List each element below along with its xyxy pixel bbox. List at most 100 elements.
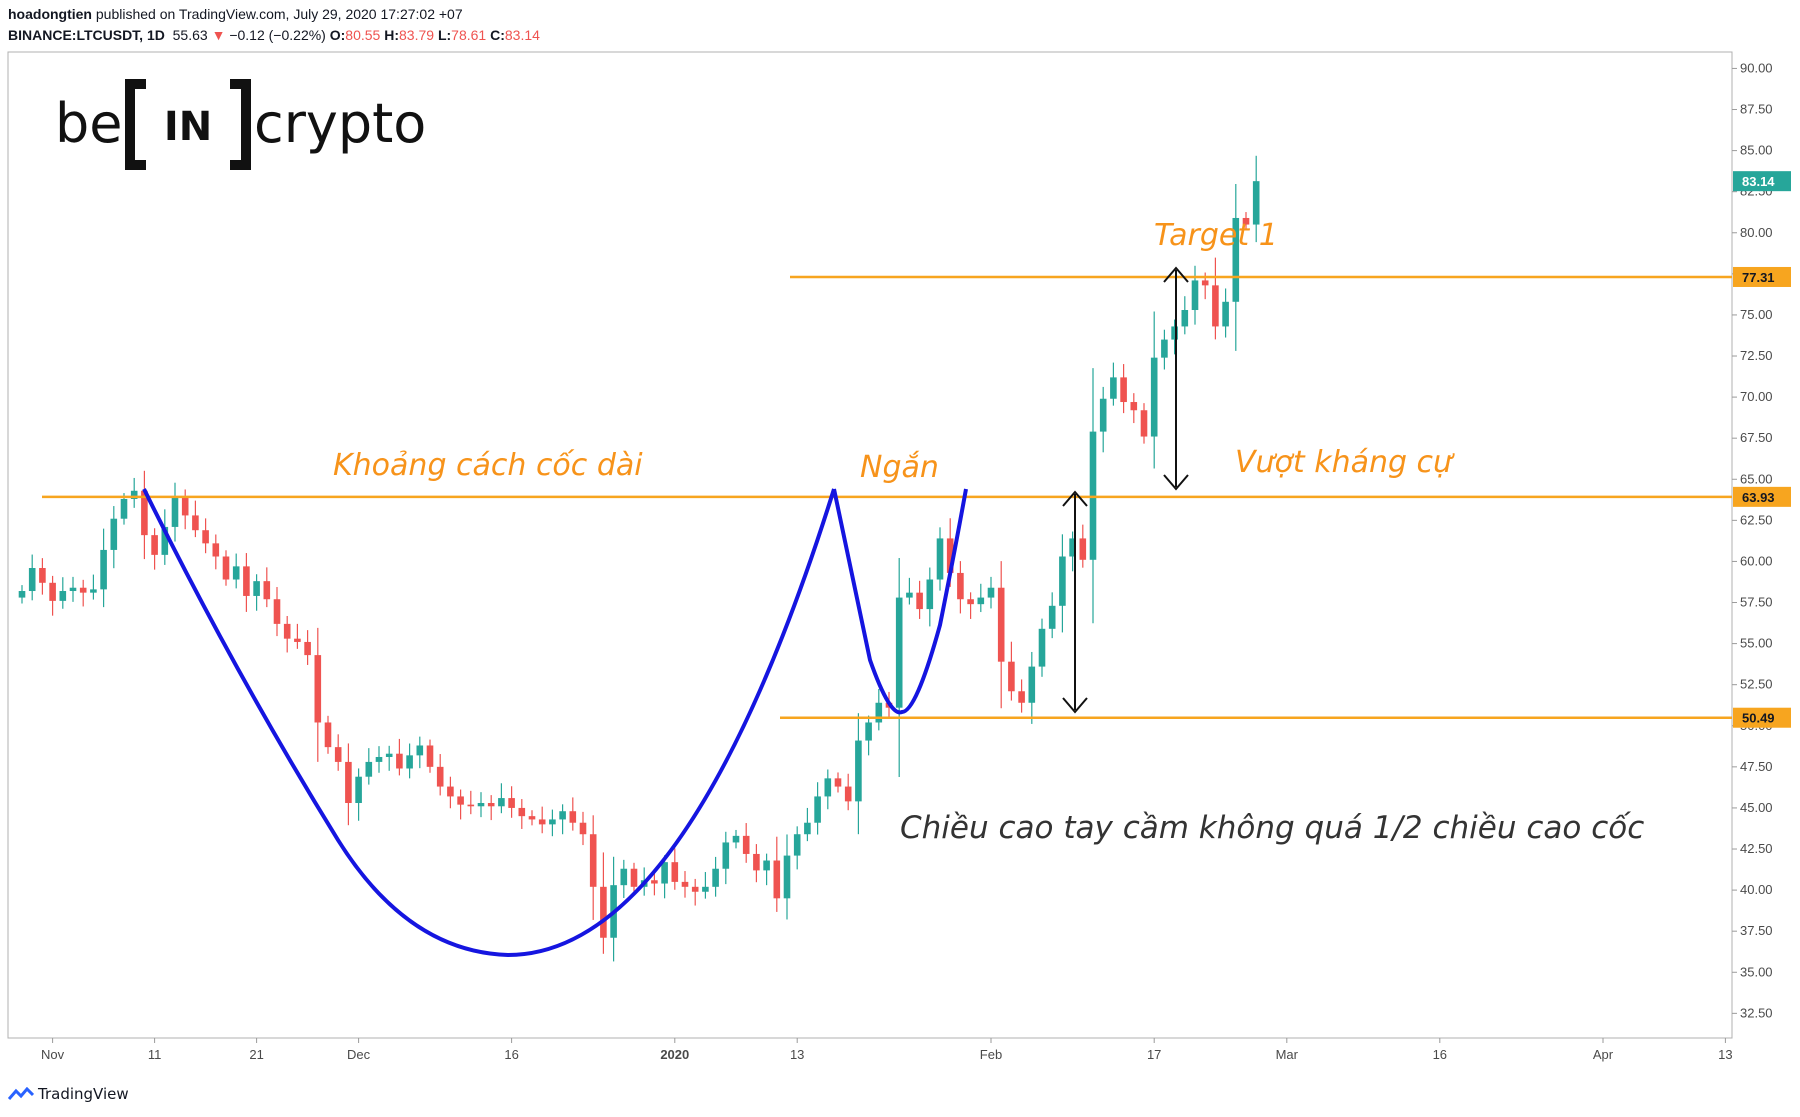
handle-rule-note: Chiều cao tay cầm không quá 1/2 chiều ca… (900, 810, 1644, 846)
price-tick-label: 35.00 (1740, 964, 1773, 979)
price-tick-label: 37.50 (1740, 923, 1773, 938)
time-tick-label: Nov (41, 1047, 65, 1062)
open-value: 80.55 (345, 27, 381, 43)
candle-up (559, 804, 566, 835)
level-price-tag-label: 77.31 (1742, 270, 1775, 285)
price-tick-label: 52.50 (1740, 677, 1773, 692)
candle-down (345, 743, 352, 826)
symbol-label: BINANCE:LTCUSDT, 1D (8, 27, 165, 43)
candle-up (28, 554, 36, 601)
candle-down (49, 575, 56, 616)
candle-up (977, 583, 985, 613)
time-tick-label: 21 (249, 1047, 263, 1062)
plot-frame (7, 51, 1733, 1039)
candle-down (1130, 393, 1138, 424)
candle-down (39, 558, 46, 595)
breakout-label: Vượt kháng cự (1235, 445, 1455, 480)
candle-up (355, 768, 362, 821)
candle-down (1242, 212, 1250, 231)
bic-logo: be IN crypto (55, 79, 426, 170)
tradingview-logo-icon (8, 1087, 34, 1100)
tradingview-footer[interactable]: TradingView (8, 1085, 129, 1103)
candle-down (283, 615, 291, 653)
candle-down (273, 587, 281, 637)
price-tick-label: 75.00 (1740, 307, 1773, 322)
candle-up (120, 493, 128, 525)
candle-down (426, 739, 434, 773)
candle-up (90, 574, 97, 600)
candle-down (202, 518, 209, 554)
candle-up (161, 509, 169, 565)
close-value: 83.14 (504, 27, 540, 43)
candlestick-series (18, 155, 1260, 962)
candle-down (487, 795, 495, 821)
candle-down (834, 772, 842, 793)
time-tick-label: Dec (347, 1047, 371, 1062)
low-value: 78.61 (451, 27, 487, 43)
candle-up (1059, 534, 1066, 633)
candle-up (865, 715, 872, 756)
time-axis[interactable]: Nov 11 21 Dec 16 2020 13 Feb 17 Mar 16 Apr 13 (41, 1038, 1733, 1062)
logo-right-bracket (230, 79, 251, 170)
candle-up (763, 853, 770, 886)
target-label: Target 1 (1154, 218, 1278, 253)
candle-up (385, 745, 393, 771)
candle-up (732, 829, 740, 849)
time-tick-label: 17 (1147, 1047, 1161, 1062)
level-price-tag (1733, 486, 1791, 507)
horizontal-levels: 77.31 63.93 50.49 83.14 (42, 171, 1791, 728)
long-cup-label: Khoảng cách cốc dài (333, 448, 643, 483)
price-axis[interactable]: 32.5035.0037.5040.0042.5045.0047.5050.00… (1732, 60, 1773, 1020)
candle-down (508, 786, 515, 818)
candle-down (1120, 364, 1127, 414)
price-tick-label: 72.50 (1740, 348, 1773, 363)
price-tick-label: 65.00 (1740, 471, 1773, 486)
candle-up (416, 736, 424, 769)
price-tick-label: 57.50 (1740, 595, 1773, 610)
price-tick-label: 67.50 (1740, 430, 1773, 445)
candle-up (804, 807, 811, 842)
candle-up (18, 585, 26, 604)
author-name: hoadongtien (8, 6, 92, 22)
price-tick-label: 70.00 (1740, 389, 1773, 404)
handle-curve (832, 488, 968, 715)
candle-down (243, 553, 250, 612)
price-tick-label: 42.50 (1740, 841, 1773, 856)
candle-up (1181, 296, 1189, 335)
candle-down (79, 579, 87, 607)
candle-down (589, 815, 597, 920)
short-label: Ngắn (860, 450, 939, 485)
candle-down (447, 776, 454, 809)
candle-up (477, 792, 485, 818)
candle-down (467, 790, 475, 815)
chart-publish-info: hoadongtien published on TradingView.com… (8, 6, 463, 22)
candle-down (538, 806, 546, 834)
time-tick-label: Apr (1593, 1047, 1614, 1062)
logo-mark-text: IN (164, 104, 212, 150)
candle-up (69, 576, 77, 602)
logo-left-text: be (55, 92, 123, 155)
candle-up (722, 831, 730, 885)
time-tick-label: 11 (148, 1047, 162, 1062)
candle-down (181, 489, 189, 530)
candle-up (906, 577, 913, 605)
candle-up (1110, 362, 1117, 406)
candle-down (457, 789, 464, 820)
candle-up (1161, 329, 1168, 370)
price-tick-label: 60.00 (1740, 553, 1773, 568)
candle-down (579, 811, 587, 846)
candle-down (742, 823, 750, 863)
candle-down (141, 470, 148, 560)
open-label: O: (329, 27, 346, 43)
candle-up (549, 809, 556, 837)
candle-up (661, 855, 668, 899)
candle-down (844, 773, 852, 811)
candle-down (294, 623, 301, 649)
level-price-tag (1733, 707, 1791, 728)
candle-down (997, 561, 1005, 709)
tradingview-brand: TradingView (38, 1085, 129, 1103)
candle-down (753, 844, 760, 883)
candle-down (1018, 679, 1025, 713)
candle-down (1140, 403, 1148, 444)
